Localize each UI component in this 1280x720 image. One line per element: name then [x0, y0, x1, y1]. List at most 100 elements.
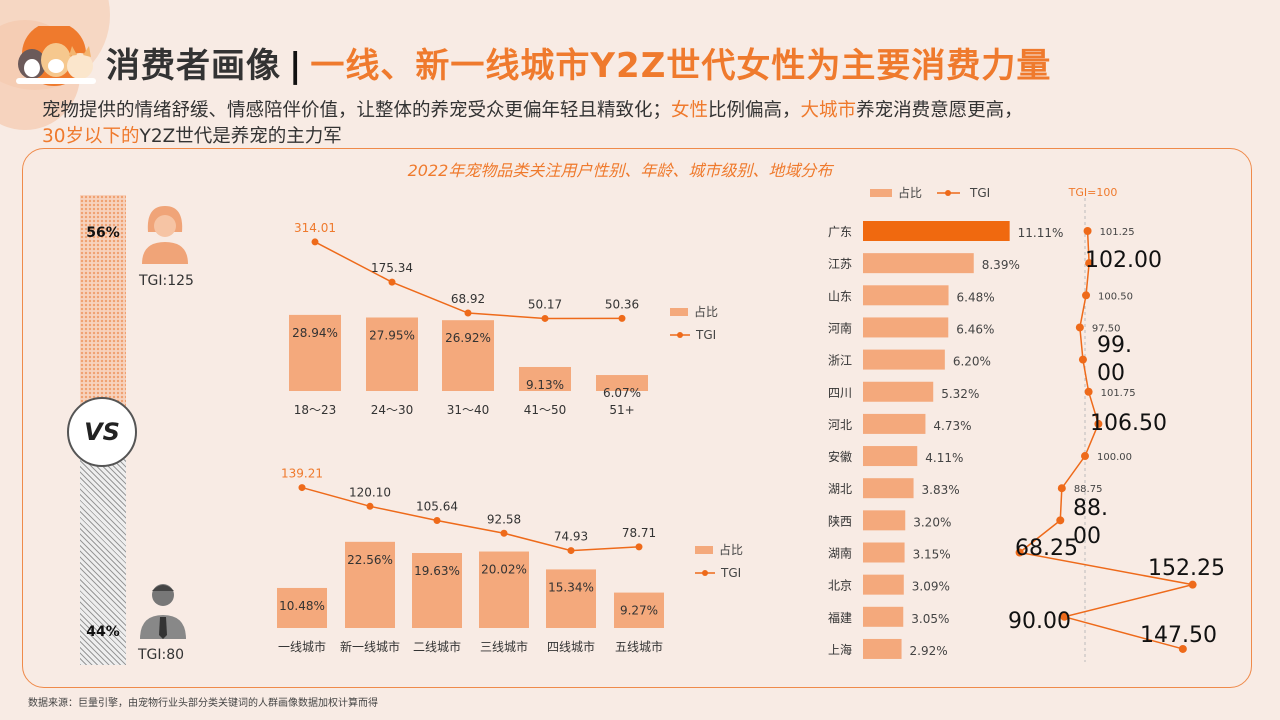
tgi-value-label: 78.71: [622, 526, 656, 540]
province-label: 福建: [828, 610, 852, 625]
bar-province: [863, 381, 934, 402]
tgi-point: [1081, 452, 1089, 461]
tgi-point: [1015, 548, 1024, 557]
category-label: 24～30: [371, 403, 414, 417]
tgi-value-label: 314.01: [294, 221, 336, 235]
bar-value-label: 4.73%: [933, 419, 971, 433]
category-label: 新一线城市: [340, 639, 400, 654]
tgi-value-label: 92.58: [487, 512, 521, 526]
tgi-line-city_tier: [301, 486, 640, 552]
tgi-value-label: 74.93: [554, 530, 588, 544]
bar-value-label: 3.09%: [912, 580, 950, 594]
legend-marker-tgi: [702, 570, 708, 576]
male-share-bar: [80, 458, 126, 665]
province-label: 广东: [828, 225, 852, 239]
tgi-point: [298, 484, 306, 492]
tgi-line-province: [1017, 230, 1193, 650]
tgi-point: [541, 314, 549, 322]
bar-value-label: 11.11%: [1018, 226, 1064, 240]
subtitle-text: 养宠消费意愿更高，: [856, 100, 1023, 121]
bar-province: [863, 446, 918, 467]
bar-province: [863, 478, 914, 499]
chart-title: 2022年宠物品类关注用户性别、年龄、城市级别、地域分布: [407, 161, 833, 180]
tgi-point: [366, 502, 374, 510]
bar-province: [863, 285, 949, 306]
subtitle-text: 比例偏高，: [708, 100, 801, 121]
tgi-point: [635, 543, 643, 551]
female-share-label: 56%: [86, 225, 120, 241]
tgi-point: [311, 238, 319, 246]
legend-label-tgi: TGI: [695, 328, 716, 342]
bar-value-label: 15.34%: [548, 580, 594, 594]
tgi-value-label: 152.25: [1148, 556, 1225, 581]
tgi-point: [1078, 355, 1087, 364]
category-label: 18～23: [294, 403, 337, 417]
bar-province: [863, 221, 1010, 241]
legend-swatch-share: [670, 308, 688, 316]
category-label: 51+: [609, 403, 634, 417]
bar-province: [863, 510, 906, 531]
male-tgi: TGI:80: [138, 647, 185, 663]
tgi-point: [1178, 644, 1187, 653]
tgi-value-label: 139.21: [281, 467, 323, 481]
legend-label-share: 占比: [898, 185, 922, 200]
bar-city_tier: [546, 569, 596, 628]
bar-province: [863, 317, 949, 338]
bar-province: [863, 349, 945, 370]
page-title: 消费者画像 | 一线、新一线城市Y2Z世代女性为主要消费力量: [106, 38, 1051, 87]
bar-city_tier: [614, 592, 664, 628]
tgi-value-label: 68.92: [451, 292, 485, 306]
subtitle-highlight: 大城市: [800, 100, 857, 121]
tgi-point: [500, 529, 508, 537]
province-label: 安徽: [828, 449, 852, 464]
bar-age: [442, 320, 494, 391]
province-label: 北京: [828, 579, 852, 593]
category-label: 31～40: [447, 403, 490, 417]
female-tgi: TGI:125: [139, 273, 194, 289]
legend-label-share: 占比: [719, 542, 743, 557]
bar-value-label: 2.92%: [910, 644, 948, 658]
subtitle-text: 宠物提供的情绪舒缓、情感陪伴价值，让整体的养宠受众更偏年轻且精致化；: [42, 100, 672, 121]
bar-value-label: 3.20%: [913, 515, 951, 529]
bar-province: [863, 606, 904, 627]
tgi-value-label: 101.75: [1101, 388, 1136, 399]
tgi-point: [1094, 419, 1103, 428]
pets-logo-icon: [16, 26, 96, 86]
title-highlight: 一线、新一线城市Y2Z世代女性为主要消费力量: [310, 46, 1052, 86]
subtitle-line-2: 30岁以下的Y2Z世代是养宠的主力军: [42, 122, 342, 148]
bar-value-label: 3.83%: [922, 483, 960, 497]
bar-province: [863, 638, 902, 659]
province-label: 上海: [828, 642, 852, 657]
data-source-note: 数据来源：巨量引擎，由宠物行业头部分类关键词的人群画像数据加权计算而得: [28, 698, 378, 709]
tgi-value-label: 106.50: [1090, 411, 1167, 436]
bar-province: [863, 542, 905, 563]
legend-marker-tgi: [677, 332, 683, 338]
tgi-line-age: [314, 241, 623, 320]
tgi-value-label: 175.34: [371, 261, 413, 275]
bar-city_tier: [479, 551, 529, 628]
province-label: 江苏: [828, 257, 852, 271]
bar-value-label: 10.48%: [279, 599, 325, 613]
chart-panel: [22, 148, 1252, 688]
bar-province: [863, 413, 926, 434]
bar-value-label: 27.95%: [369, 328, 415, 342]
bar-value-label: 8.39%: [982, 258, 1020, 272]
bar-city_tier: [412, 553, 462, 628]
bar-age: [519, 366, 571, 391]
category-label: 四线城市: [547, 639, 595, 654]
female-icon: [142, 206, 188, 264]
bar-value-label: 20.02%: [481, 563, 527, 577]
tgi-value-label: 50.36: [605, 297, 639, 311]
tgi-point: [1085, 259, 1094, 268]
legend-swatch-share: [870, 189, 892, 197]
tgi-value-label: 147.50: [1140, 623, 1217, 648]
province-label: 湖南: [828, 546, 852, 561]
tgi-point: [1060, 612, 1069, 621]
tgi-point: [618, 314, 626, 322]
province-label: 湖北: [828, 481, 852, 496]
bar-value-label: 4.11%: [925, 451, 963, 465]
tgi-value-label: 101.25: [1100, 227, 1135, 238]
subtitle-highlight: 女性: [671, 100, 709, 121]
tgi-point: [1075, 323, 1084, 332]
province-label: 山东: [828, 289, 852, 303]
